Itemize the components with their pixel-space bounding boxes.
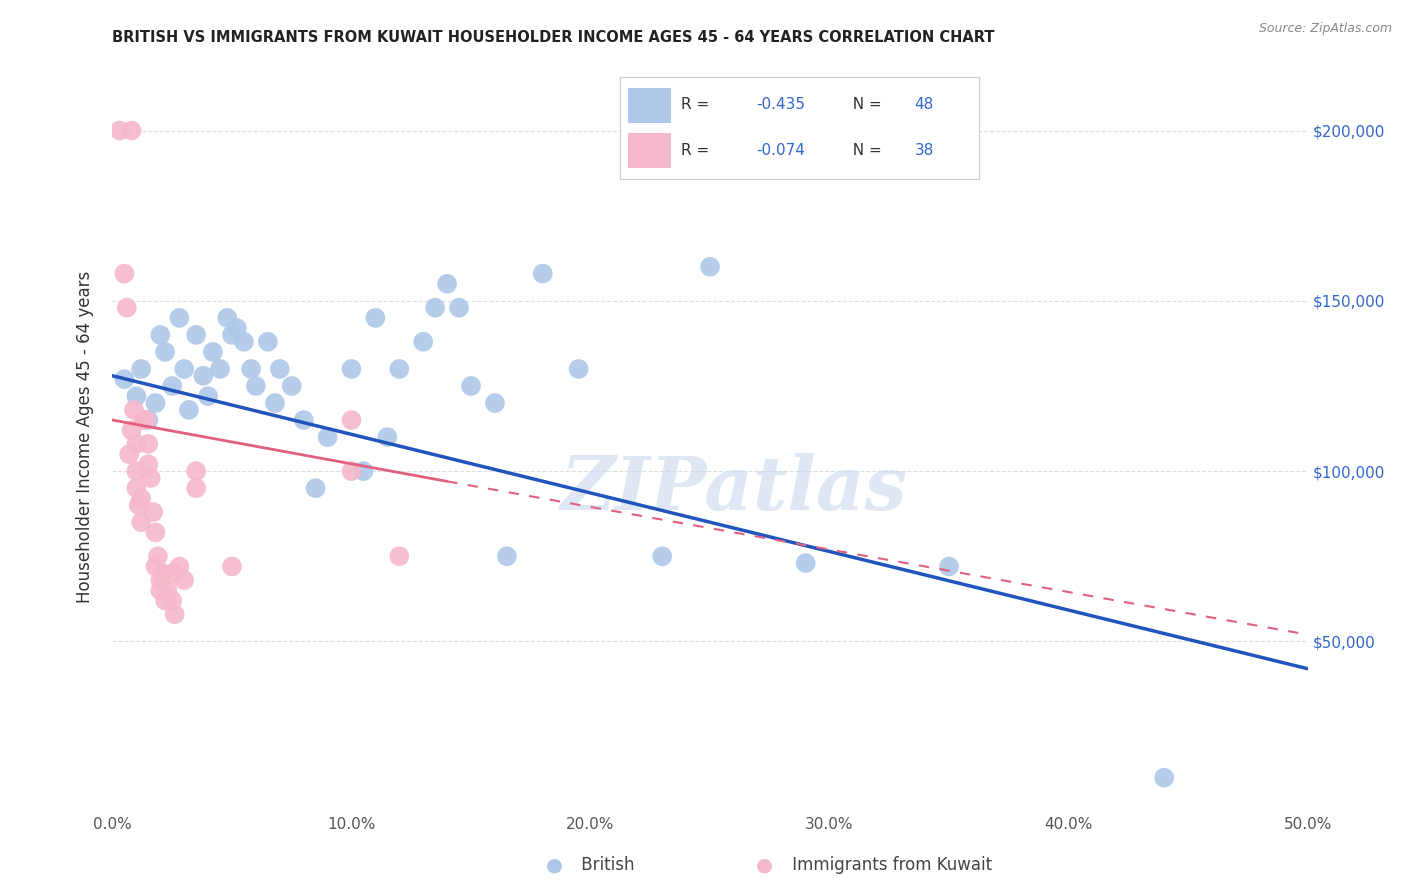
Point <box>121 423 143 437</box>
Point <box>201 345 224 359</box>
Point <box>162 593 183 607</box>
Point <box>173 362 195 376</box>
Point <box>340 464 363 478</box>
Point <box>281 379 304 393</box>
Y-axis label: Householder Income Ages 45 - 64 years: Householder Income Ages 45 - 64 years <box>76 271 94 603</box>
Point <box>138 437 160 451</box>
Point <box>152 566 174 581</box>
Point <box>460 379 482 393</box>
Point <box>156 583 179 598</box>
Point <box>364 310 387 325</box>
Point <box>169 310 191 325</box>
Point <box>209 362 232 376</box>
Text: ●: ● <box>546 855 562 875</box>
Point <box>269 362 291 376</box>
Point <box>132 413 155 427</box>
Point <box>128 498 150 512</box>
Point <box>352 464 374 478</box>
Point <box>162 566 183 581</box>
Point <box>316 430 339 444</box>
Point <box>153 593 176 607</box>
Point <box>125 481 148 495</box>
Point <box>125 389 148 403</box>
Point <box>484 396 506 410</box>
Point <box>125 464 148 478</box>
Point <box>225 321 247 335</box>
Point <box>699 260 721 274</box>
Point <box>186 327 208 342</box>
Point <box>531 267 554 281</box>
Point <box>177 402 200 417</box>
Point <box>145 525 167 540</box>
Point <box>129 362 152 376</box>
Point <box>169 559 191 574</box>
Point <box>388 362 411 376</box>
Point <box>145 559 167 574</box>
Point <box>447 301 470 315</box>
Point <box>122 402 145 417</box>
Text: Source: ZipAtlas.com: Source: ZipAtlas.com <box>1258 22 1392 36</box>
Text: Immigrants from Kuwait: Immigrants from Kuwait <box>787 856 993 874</box>
Point <box>186 481 208 495</box>
Point <box>139 471 162 485</box>
Point <box>125 437 148 451</box>
Point <box>221 559 243 574</box>
Point <box>794 556 817 570</box>
Point <box>240 362 263 376</box>
Point <box>138 458 160 472</box>
Point <box>938 559 960 574</box>
Point <box>292 413 315 427</box>
Text: BRITISH VS IMMIGRANTS FROM KUWAIT HOUSEHOLDER INCOME AGES 45 - 64 YEARS CORRELAT: BRITISH VS IMMIGRANTS FROM KUWAIT HOUSEH… <box>112 29 995 45</box>
Point <box>1153 771 1175 785</box>
Point <box>114 372 135 386</box>
Point <box>118 447 141 461</box>
Point <box>186 464 208 478</box>
Point <box>149 583 172 598</box>
Point <box>163 607 186 622</box>
Point <box>129 515 152 529</box>
Point <box>193 368 215 383</box>
Point <box>233 334 256 349</box>
Point <box>197 389 219 403</box>
Point <box>129 491 152 506</box>
Point <box>217 310 239 325</box>
Point <box>145 396 167 410</box>
Point <box>108 123 131 137</box>
Point <box>377 430 399 444</box>
Point <box>149 327 172 342</box>
Point <box>388 549 411 564</box>
Text: British: British <box>576 856 636 874</box>
Point <box>245 379 267 393</box>
Point <box>651 549 673 564</box>
Point <box>264 396 287 410</box>
Text: ZIPatlas: ZIPatlas <box>561 453 907 525</box>
Point <box>115 301 138 315</box>
Point <box>340 362 363 376</box>
Point <box>146 549 169 564</box>
Point <box>221 327 243 342</box>
Point <box>412 334 434 349</box>
Point <box>436 277 458 291</box>
Point <box>257 334 280 349</box>
Point <box>138 413 160 427</box>
Point <box>305 481 328 495</box>
Point <box>568 362 591 376</box>
Point <box>121 123 143 137</box>
Point <box>149 573 172 587</box>
Point <box>153 345 176 359</box>
Point <box>114 267 135 281</box>
Point <box>425 301 447 315</box>
Point <box>340 413 363 427</box>
Point <box>162 379 183 393</box>
Point <box>496 549 519 564</box>
Point <box>173 573 195 587</box>
Point <box>142 505 165 519</box>
Text: ●: ● <box>756 855 773 875</box>
Point <box>135 413 157 427</box>
